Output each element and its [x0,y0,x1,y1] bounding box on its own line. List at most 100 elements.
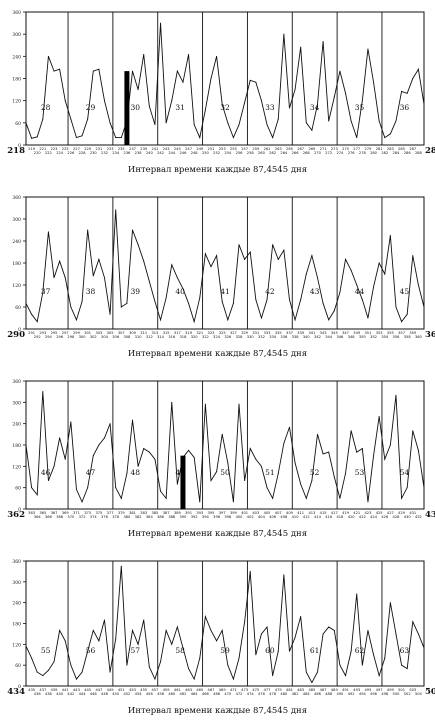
x-tick-label: 302 [90,335,97,339]
x-tick-label: 365 [39,511,46,515]
data-point [395,394,397,396]
data-point [333,310,335,312]
x-tick-label: 281 [376,147,383,151]
data-point [378,675,380,677]
data-point [305,497,307,499]
x-tick-label: 264 [280,151,288,155]
data-point [389,133,391,135]
data-point [199,297,201,299]
x-tick-label: 345 [331,331,338,335]
data-point [249,570,251,572]
data-point [406,668,408,670]
x-tick-label: 295 [51,331,58,335]
data-point [249,79,251,81]
x-tick-label: 320 [191,335,199,339]
x-tick-label: 326 [224,335,232,339]
y-tick-label: 300 [12,400,21,406]
x-tick-label: 256 [236,151,244,155]
cycle-label: 32 [220,103,230,112]
x-tick-label: 253 [219,147,226,151]
data-point [384,657,386,659]
x-tick-label: 395 [208,511,215,515]
data-point [322,41,324,43]
data-point [216,55,218,57]
data-point [305,671,307,673]
chart-caption-4: Интервал времени каждые 87,4545 дня [127,706,308,716]
data-point [204,403,206,405]
cycle-label: 29 [86,103,96,112]
data-point [98,258,100,260]
x-tick-label: 369 [62,511,70,515]
data-point [31,657,33,659]
cycle-label: 28 [41,103,51,112]
y-tick-label: 60 [15,121,21,127]
x-tick-label: 488 [325,692,333,696]
x-tick-label: 249 [196,147,204,151]
data-point [232,302,234,304]
data-point [339,291,341,293]
x-tick-label: 338 [292,335,300,339]
x-tick-label: 414 [314,515,322,519]
data-point [176,626,178,628]
data-point [238,124,240,126]
data-point [204,616,206,618]
data-point [294,636,296,638]
x-tick-label: 456 [146,692,154,696]
x-end-label: 361 [425,330,435,340]
data-point [92,70,94,72]
cycle-label: 57 [131,646,141,655]
x-tick-label: 292 [34,335,41,339]
x-tick-label: 232 [101,151,108,155]
data-point [227,319,229,321]
x-tick-label: 459 [163,688,171,692]
x-tick-label: 431 [409,511,416,515]
x-tick-label: 236 [123,151,131,155]
x-tick-label: 366 [45,515,53,519]
x-tick-label: 219 [28,147,36,151]
data-point [193,321,195,323]
y-tick-label: 360 [12,195,21,201]
data-point [311,255,313,257]
x-tick-label: 272 [325,151,332,155]
data-point [36,321,38,323]
data-point [401,664,403,666]
data-point [367,501,369,503]
x-tick-label: 455 [140,688,147,692]
cycle-label: 55 [41,646,51,655]
data-point [333,629,335,631]
data-point [412,255,414,257]
data-point [339,497,341,499]
cycle-label: 56 [86,646,96,655]
x-tick-label: 286 [404,151,412,155]
data-point [42,118,44,120]
x-tick-label: 262 [269,151,276,155]
x-tick-label: 263 [275,147,282,151]
data-point [115,638,117,640]
x-tick-label: 468 [213,692,221,696]
x-tick-label: 234 [112,151,120,155]
data-point [98,68,100,70]
x-tick-label: 474 [247,692,255,696]
x-tick-label: 288 [415,151,423,155]
x-tick-label: 241 [151,147,158,151]
x-tick-label: 255 [230,147,237,151]
data-point [384,273,386,275]
cycle-label: 36 [400,103,410,112]
data-point [75,488,77,490]
data-point [47,480,49,482]
x-tick-label: 470 [224,692,232,696]
x-tick-label: 328 [236,335,244,339]
x-tick-label: 243 [163,147,170,151]
data-point [328,319,330,321]
x-tick-label: 239 [140,147,148,151]
x-tick-label: 489 [331,688,339,692]
chart-panel-3: 0 60 120 180 240 300 360 46 47 48 49 50 51 52 53 54 363 3… [0,368,435,548]
data-point [356,451,358,453]
data-point [339,664,341,666]
data-point [216,471,218,473]
cycle-label: 61 [310,646,320,655]
x-tick-label: 300 [79,335,87,339]
data-point [154,301,156,302]
